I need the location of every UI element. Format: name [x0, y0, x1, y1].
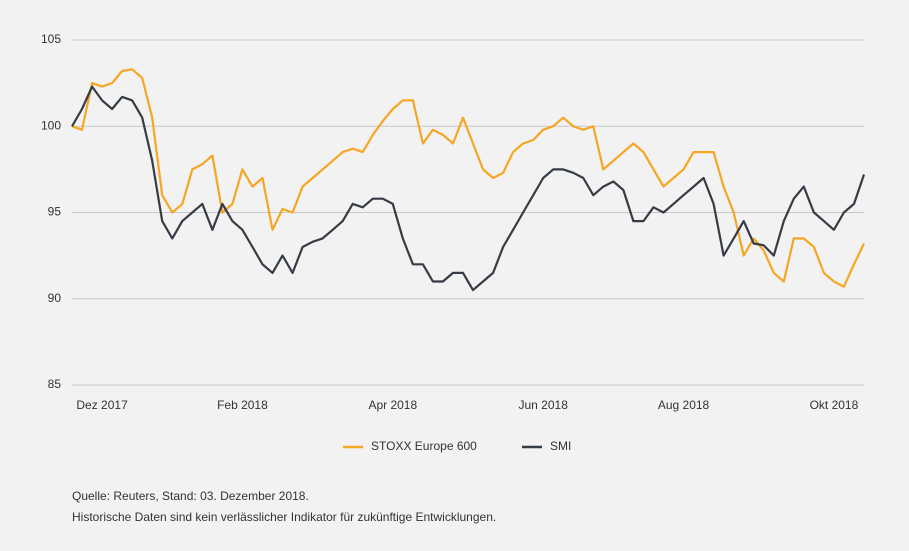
y-tick-label: 95 — [48, 205, 62, 219]
x-tick-label: Dez 2017 — [76, 398, 128, 412]
y-tick-label: 90 — [48, 291, 62, 305]
x-tick-label: Apr 2018 — [368, 398, 417, 412]
line-series — [71, 85, 866, 292]
x-tick-label: Aug 2018 — [658, 398, 710, 412]
y-tick-label: 105 — [41, 32, 61, 46]
y-tick-label: 100 — [41, 118, 61, 132]
x-tick-label: Jun 2018 — [518, 398, 568, 412]
legend-label: SMI — [550, 439, 571, 453]
legend-label: STOXX Europe 600 — [371, 439, 477, 453]
x-tick-label: Feb 2018 — [217, 398, 268, 412]
disclaimer-note: Historische Daten sind kein verlässliche… — [72, 510, 496, 524]
x-tick-label: Okt 2018 — [810, 398, 859, 412]
y-tick-label: 85 — [48, 377, 62, 391]
source-note: Quelle: Reuters, Stand: 03. Dezember 201… — [72, 489, 309, 503]
line-series — [71, 68, 865, 288]
